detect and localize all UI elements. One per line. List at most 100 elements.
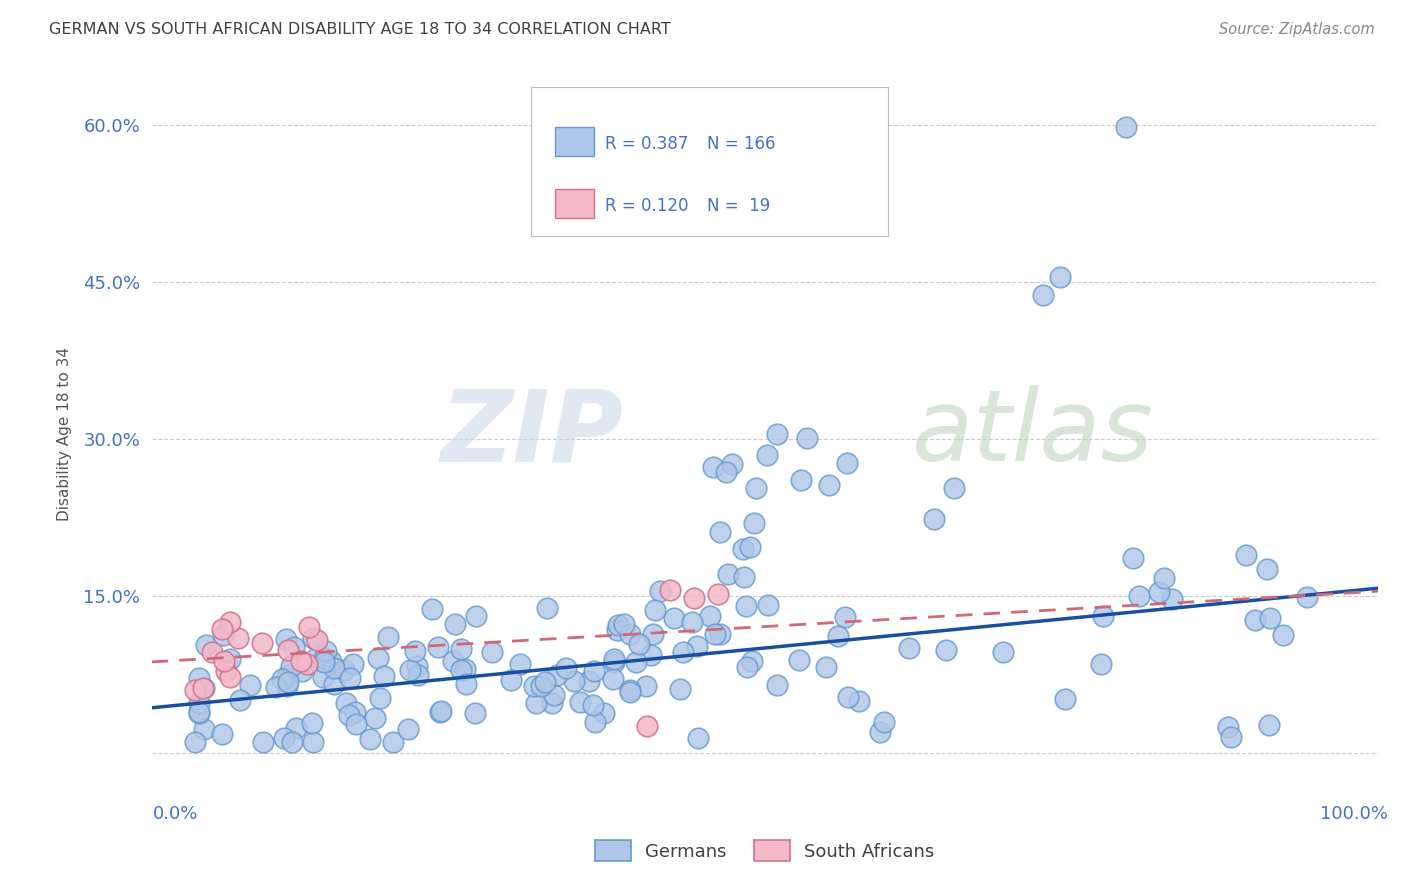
- Point: [314, 655, 336, 669]
- Point: [634, 679, 657, 693]
- Point: [499, 673, 522, 688]
- Point: [1218, 720, 1240, 734]
- Point: [396, 722, 419, 736]
- Point: [640, 648, 662, 663]
- Point: [991, 645, 1014, 659]
- Point: [188, 705, 211, 719]
- Point: [298, 620, 321, 634]
- Point: [740, 540, 762, 554]
- Point: [226, 631, 249, 645]
- Point: [523, 679, 546, 693]
- Point: [323, 676, 346, 690]
- Point: [229, 693, 252, 707]
- Point: [250, 636, 273, 650]
- Point: [1295, 590, 1317, 604]
- Point: [1053, 691, 1076, 706]
- Point: [215, 664, 238, 678]
- Point: [184, 735, 207, 749]
- Point: [277, 667, 299, 681]
- Point: [273, 731, 295, 745]
- Point: [211, 726, 233, 740]
- Point: [429, 705, 451, 719]
- Point: [619, 682, 641, 697]
- Point: [441, 654, 464, 668]
- Point: [420, 602, 443, 616]
- Point: [745, 482, 768, 496]
- Point: [898, 640, 921, 655]
- Point: [1219, 730, 1241, 744]
- Point: [211, 628, 233, 642]
- Point: [733, 541, 755, 556]
- Point: [636, 719, 658, 733]
- Point: [283, 640, 305, 654]
- Point: [814, 660, 837, 674]
- Text: GERMAN VS SOUTH AFRICAN DISABILITY AGE 18 TO 34 CORRELATION CHART: GERMAN VS SOUTH AFRICAN DISABILITY AGE 1…: [49, 22, 671, 37]
- Point: [733, 570, 755, 584]
- Point: [450, 641, 472, 656]
- Point: [709, 524, 731, 539]
- Point: [1234, 548, 1257, 562]
- Point: [377, 630, 399, 644]
- Point: [765, 678, 787, 692]
- Point: [305, 650, 328, 665]
- Point: [530, 679, 553, 693]
- Point: [1128, 589, 1150, 603]
- Point: [295, 657, 318, 671]
- Point: [593, 706, 616, 721]
- Point: [1271, 628, 1294, 642]
- Text: N = 166: N = 166: [707, 136, 775, 153]
- Point: [280, 734, 302, 748]
- Point: [183, 682, 205, 697]
- Point: [848, 693, 870, 707]
- Point: [332, 663, 354, 677]
- Point: [211, 622, 233, 636]
- Point: [619, 685, 641, 699]
- Point: [277, 674, 299, 689]
- Point: [607, 618, 630, 632]
- Point: [450, 663, 472, 677]
- Legend: Germans, South Africans: Germans, South Africans: [588, 833, 942, 868]
- Point: [1244, 613, 1267, 627]
- Point: [619, 627, 641, 641]
- Point: [583, 714, 606, 729]
- Text: ZIP: ZIP: [440, 385, 624, 483]
- Point: [291, 665, 314, 679]
- Point: [301, 735, 323, 749]
- Point: [935, 643, 957, 657]
- Point: [193, 722, 215, 736]
- Point: [534, 674, 557, 689]
- Point: [699, 609, 721, 624]
- Point: [266, 681, 288, 695]
- Point: [481, 645, 503, 659]
- Point: [546, 668, 568, 682]
- Text: R = 0.387: R = 0.387: [606, 136, 689, 153]
- Point: [509, 657, 531, 671]
- Point: [274, 632, 297, 646]
- Point: [367, 651, 389, 665]
- Point: [704, 627, 727, 641]
- Point: [1091, 609, 1114, 624]
- Point: [582, 664, 605, 678]
- Point: [1049, 269, 1071, 284]
- Point: [568, 695, 591, 709]
- Point: [319, 654, 342, 668]
- Point: [277, 643, 299, 657]
- Point: [219, 615, 242, 629]
- Point: [564, 673, 586, 688]
- Point: [1160, 591, 1182, 606]
- Point: [284, 721, 307, 735]
- Point: [817, 477, 839, 491]
- Point: [835, 456, 858, 470]
- Point: [406, 668, 429, 682]
- Point: [443, 616, 465, 631]
- Point: [744, 516, 766, 530]
- Point: [305, 632, 328, 647]
- Point: [681, 615, 703, 629]
- Point: [342, 657, 364, 672]
- Point: [1258, 611, 1281, 625]
- Point: [603, 652, 626, 666]
- Point: [381, 735, 404, 749]
- Point: [359, 731, 381, 746]
- Point: [827, 629, 849, 643]
- Y-axis label: Disability Age 18 to 34: Disability Age 18 to 34: [58, 347, 72, 521]
